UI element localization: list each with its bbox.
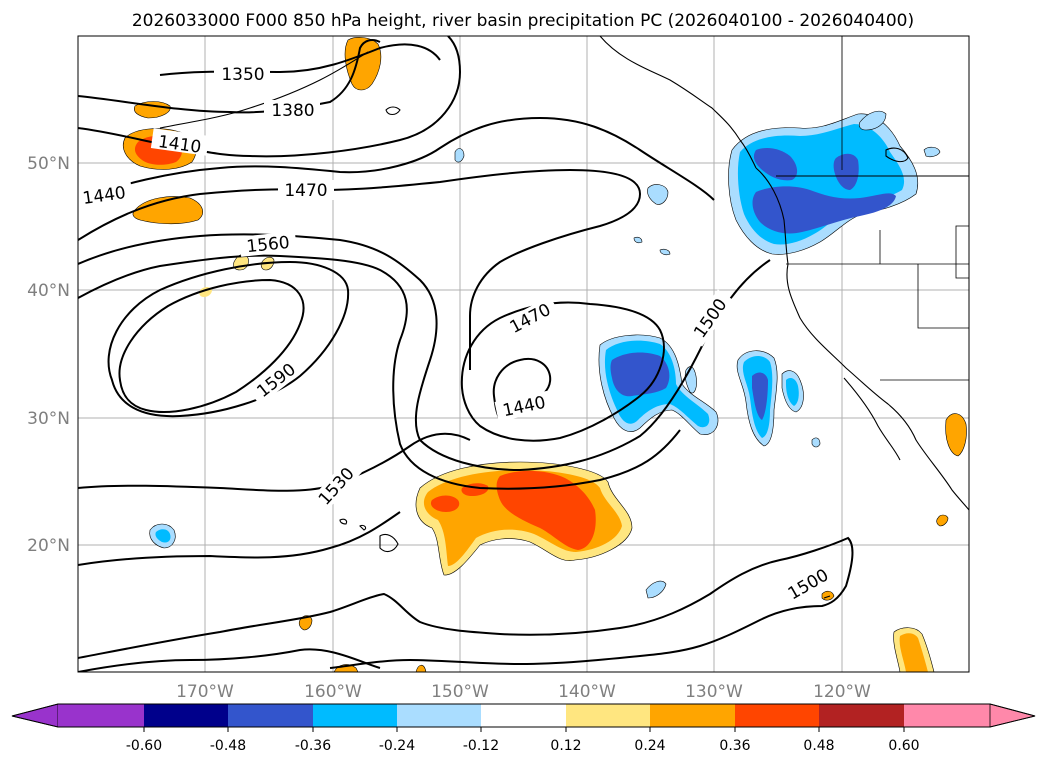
lon-tick-label: 150°W xyxy=(431,682,489,702)
colorbar-extend-low xyxy=(11,703,59,728)
colorbar-tick-label: -0.48 xyxy=(210,738,246,754)
colorbar-segment xyxy=(481,704,566,727)
lat-tick-label: 40°N xyxy=(27,281,70,301)
lon-tick-label: 170°W xyxy=(176,682,234,702)
colorbar-segment xyxy=(819,704,904,727)
coast-alaska-bc xyxy=(599,36,757,169)
lon-tick-label: 140°W xyxy=(558,682,616,702)
lat-tick-labels: 20°N 30°N 40°N 50°N xyxy=(27,154,70,556)
coastlines xyxy=(159,36,969,599)
colorbar-tick-label: 0.48 xyxy=(803,738,834,754)
contour-label: 1380 xyxy=(271,101,314,121)
colorbar-segment xyxy=(228,704,313,727)
colorbar-tick-label: -0.60 xyxy=(126,738,162,754)
contour-1440-north xyxy=(78,116,715,201)
colorbar-tick-label: 0.12 xyxy=(550,738,581,754)
lat-tick-label: 20°N xyxy=(27,536,70,556)
lon-tick-labels: 170°W 160°W 150°W 140°W 130°W 120°W xyxy=(176,682,871,702)
colorbar-segment xyxy=(313,704,397,727)
contour-1590-ring xyxy=(118,278,305,413)
map-area: 1350 1380 1410 1440 1470 1560 1590 1530 … xyxy=(77,35,970,673)
lon-tick-label: 130°W xyxy=(685,682,743,702)
colorbar-segment xyxy=(58,704,144,727)
coast-baja xyxy=(843,377,901,461)
contour-label: 1470 xyxy=(284,181,327,201)
contour-1530-bottom xyxy=(78,648,381,672)
colorbar-segment xyxy=(566,704,650,727)
colorbar-outline xyxy=(11,703,1036,728)
colorbar-tick-label: -0.12 xyxy=(463,738,499,754)
colorbar-tick-label: -0.36 xyxy=(295,738,331,754)
colorbar-tick-label: 0.36 xyxy=(719,738,750,754)
positive-anomaly-west-2 xyxy=(132,196,203,225)
colorbar: -0.60 -0.48 -0.36 -0.24 -0.12 0.12 0.24 … xyxy=(11,703,1036,754)
contour-1560 xyxy=(107,260,350,418)
colorbar-segment xyxy=(904,704,990,727)
colorbar-extend-high xyxy=(989,703,1036,728)
height-contours xyxy=(78,36,854,672)
colorbar-segment xyxy=(397,704,481,727)
colorbar-tick-label: 0.60 xyxy=(888,738,919,754)
figure-title: 2026033000 F000 850 hPa height, river ba… xyxy=(132,11,914,31)
contour-label: 1350 xyxy=(221,65,264,85)
precip-pc-shading xyxy=(122,37,967,672)
lat-tick-label: 50°N xyxy=(27,154,70,174)
map-frame xyxy=(77,35,970,673)
contour-1470-low xyxy=(460,301,665,442)
contour-1500-south xyxy=(78,511,401,566)
contour-1470-north xyxy=(78,168,642,370)
colorbar-segment xyxy=(735,704,819,727)
lon-tick-label: 120°W xyxy=(813,682,871,702)
coast-west-na xyxy=(755,167,969,511)
contour-label: 1560 xyxy=(246,233,291,257)
contour-1500-se xyxy=(78,536,854,669)
lat-tick-label: 30°N xyxy=(27,409,70,429)
contour-1500 xyxy=(78,233,771,472)
colorbar-segment xyxy=(144,704,228,727)
colorbar-tick-label: -0.24 xyxy=(379,738,415,754)
colorbar-segment xyxy=(650,704,735,727)
lon-tick-label: 160°W xyxy=(304,682,362,702)
coast-alaska-penin xyxy=(159,51,369,129)
contour-1530-north xyxy=(78,254,681,490)
colorbar-tick-label: 0.24 xyxy=(634,738,665,754)
